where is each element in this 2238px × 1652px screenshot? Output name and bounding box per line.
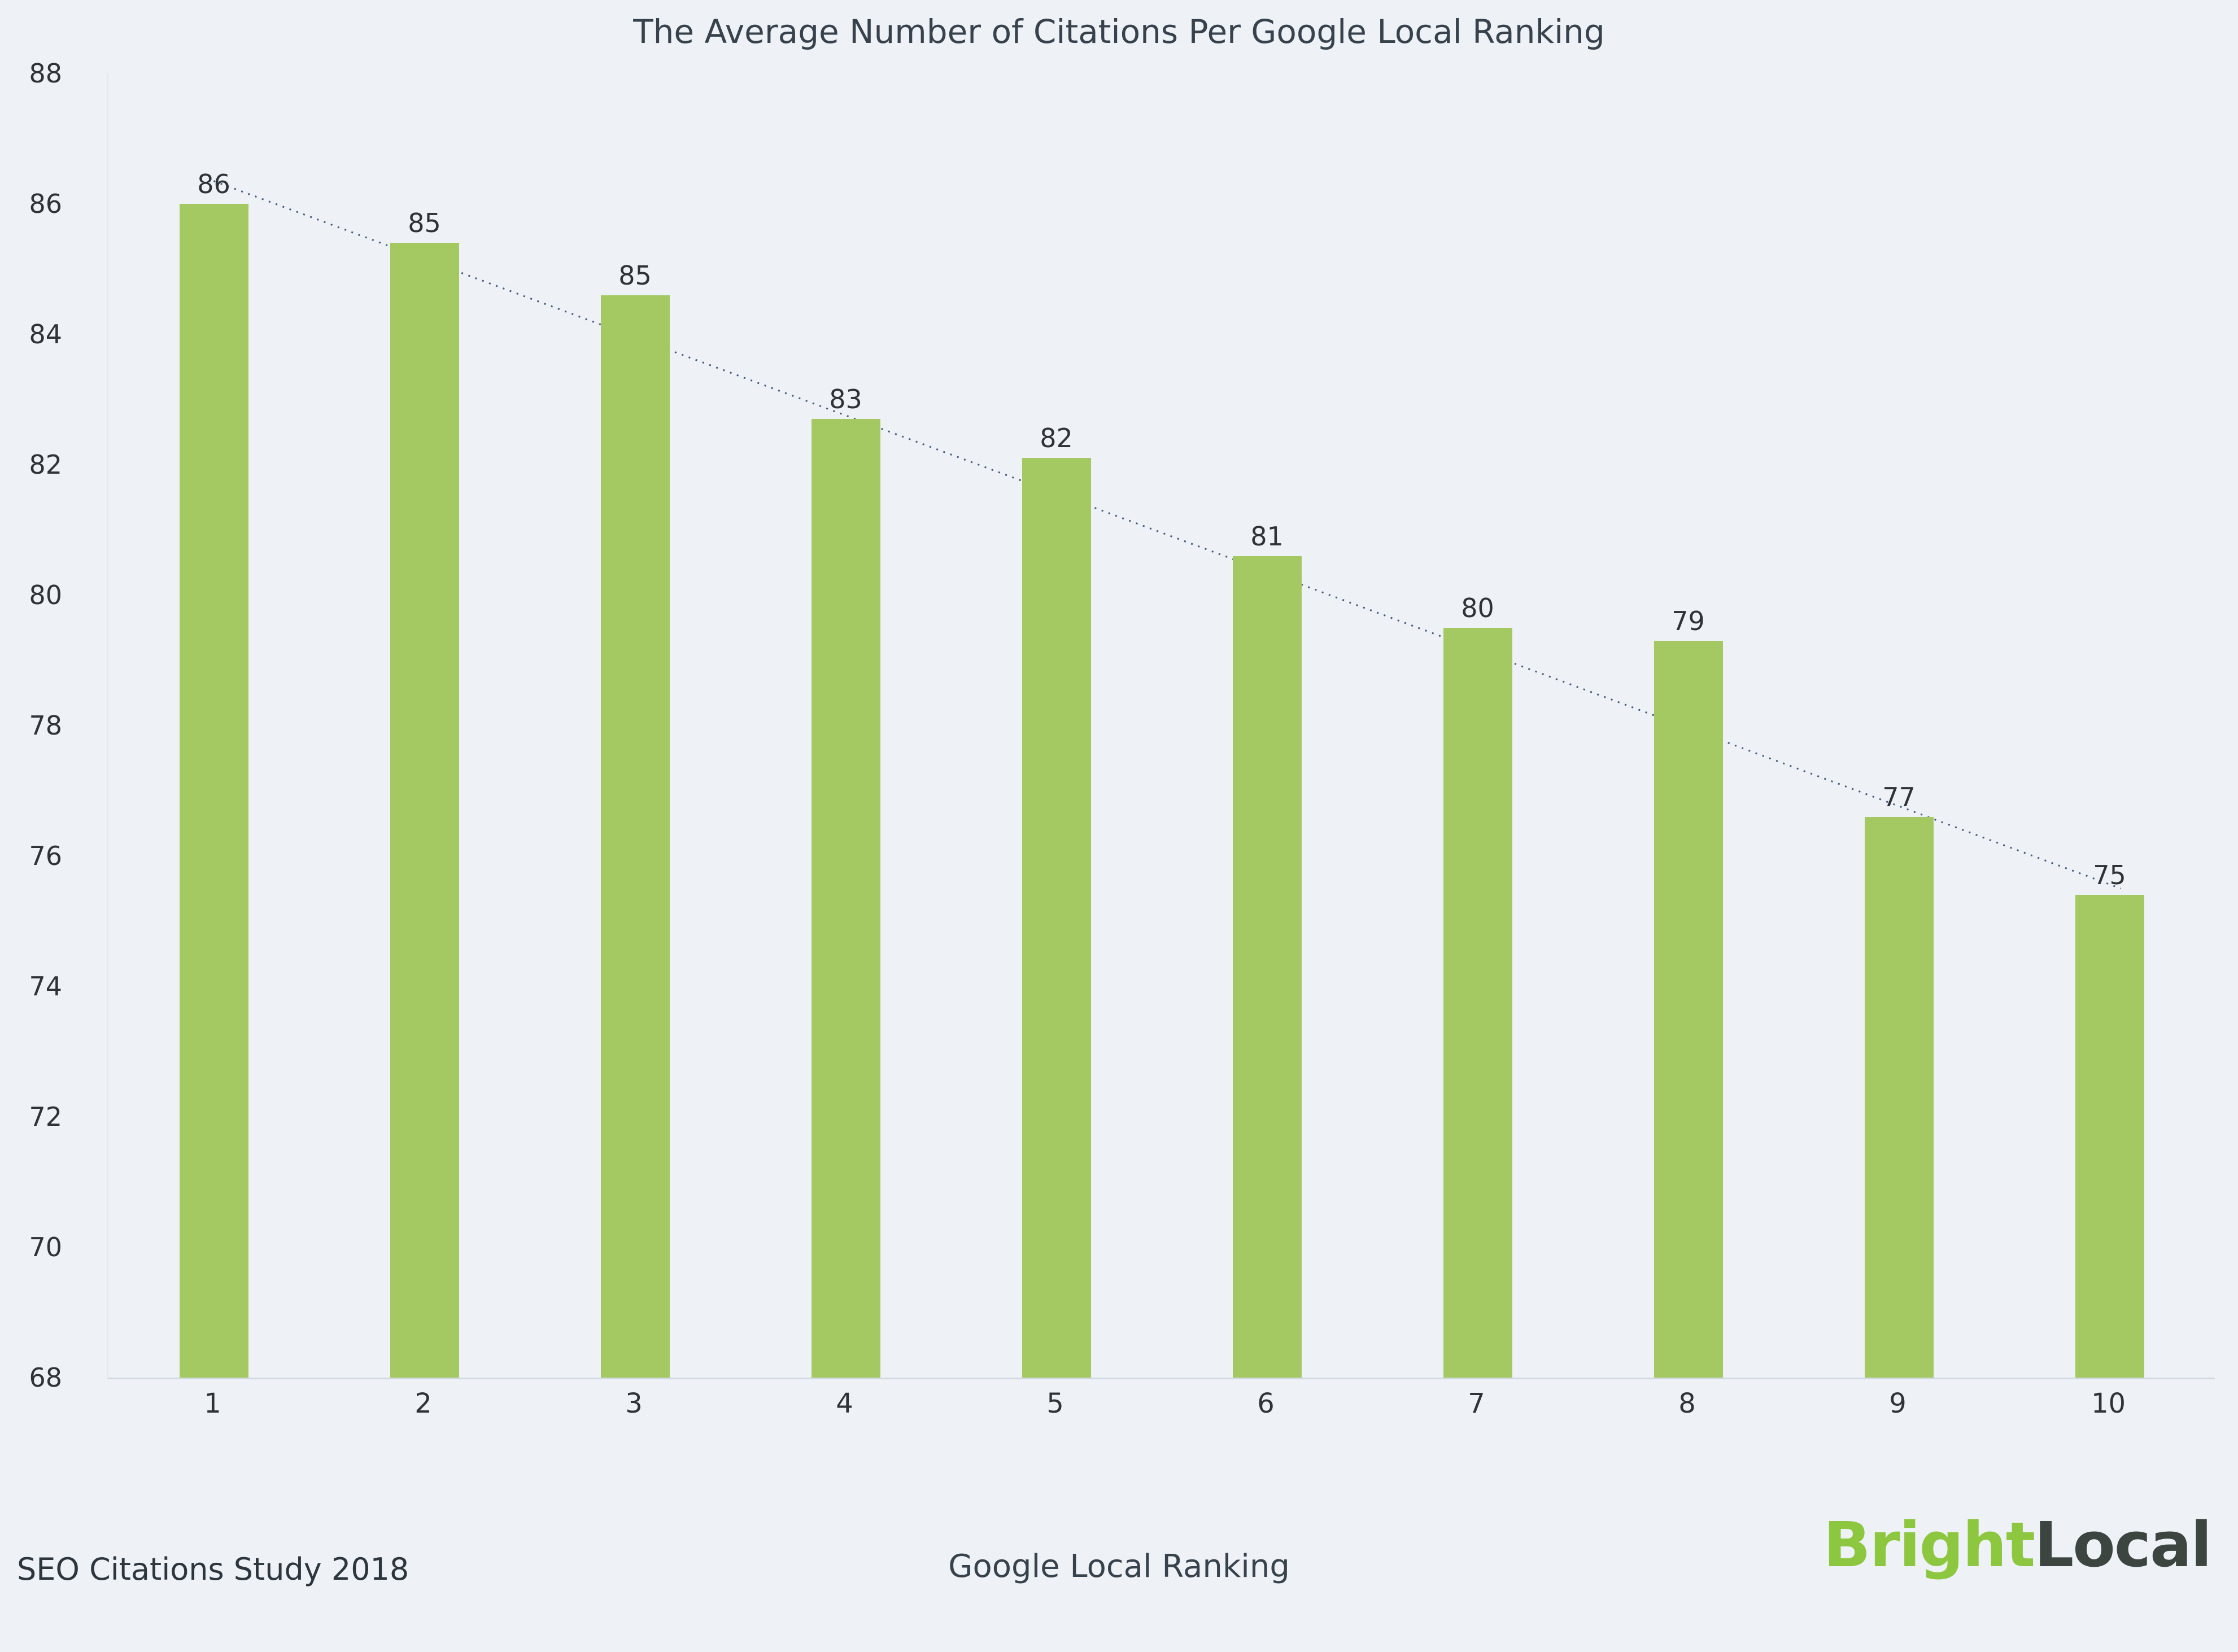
bar <box>2075 895 2144 1378</box>
y-tick-label: 80 <box>29 580 62 610</box>
y-tick-label: 76 <box>29 841 62 871</box>
trend-line <box>213 180 2122 890</box>
x-tick-label: 2 <box>415 1388 432 1419</box>
y-tick-label: 86 <box>29 189 62 219</box>
x-axis-title: Google Local Ranking <box>948 1548 1290 1585</box>
bar-value-label: 79 <box>1672 605 1705 636</box>
x-tick-label: 4 <box>836 1388 853 1419</box>
y-tick-label: 70 <box>29 1232 62 1262</box>
bar <box>811 419 880 1378</box>
y-tick-label: 74 <box>29 971 62 1002</box>
bar <box>179 204 248 1378</box>
x-tick-label: 3 <box>625 1388 643 1419</box>
bar <box>1022 458 1091 1378</box>
x-tick-label: 10 <box>2091 1388 2126 1419</box>
bar <box>390 243 459 1378</box>
x-axis: 1 2 3 4 5 6 7 8 9 10 <box>107 1388 2214 1433</box>
plot-area: 86 85 85 83 82 81 80 79 77 75 <box>107 73 2215 1379</box>
y-tick-label: 72 <box>29 1102 62 1132</box>
chart-title: The Average Number of Citations Per Goog… <box>633 12 1605 51</box>
x-tick-label: 8 <box>1678 1388 1696 1419</box>
bar <box>1443 627 1512 1378</box>
bar <box>1864 816 1934 1378</box>
bar-value-label: 85 <box>618 260 652 291</box>
logo-bright-text: Bright <box>1823 1509 2035 1581</box>
brightlocal-logo: BrightLocal <box>1823 1509 2212 1581</box>
y-tick-label: 88 <box>29 58 62 89</box>
bar-value-label: 80 <box>1461 592 1494 623</box>
y-axis: 68 70 72 74 76 78 80 82 84 86 88 <box>0 58 85 1393</box>
bar <box>1232 556 1302 1378</box>
logo-local-text: Local <box>2034 1509 2212 1581</box>
bar <box>600 295 670 1378</box>
source-note: SEO Citations Study 2018 <box>17 1552 409 1587</box>
x-tick-label: 9 <box>1889 1388 1907 1419</box>
bar-value-label: 81 <box>1250 521 1284 552</box>
bar-value-label: 82 <box>1040 423 1073 454</box>
bar-value-label: 75 <box>2093 860 2126 891</box>
bar <box>1654 640 1723 1378</box>
bar-value-label: 83 <box>829 384 862 415</box>
y-tick-label: 78 <box>29 710 62 741</box>
x-tick-label: 1 <box>204 1388 221 1419</box>
bar-value-label: 86 <box>197 169 230 199</box>
y-tick-label: 84 <box>29 319 62 349</box>
x-tick-label: 6 <box>1257 1388 1275 1419</box>
bar-value-label: 85 <box>408 208 441 239</box>
y-tick-label: 82 <box>29 449 62 480</box>
y-tick-label: 68 <box>29 1362 62 1393</box>
x-tick-label: 7 <box>1468 1388 1485 1419</box>
bar-value-label: 77 <box>1882 781 1916 812</box>
x-tick-label: 5 <box>1046 1388 1064 1419</box>
